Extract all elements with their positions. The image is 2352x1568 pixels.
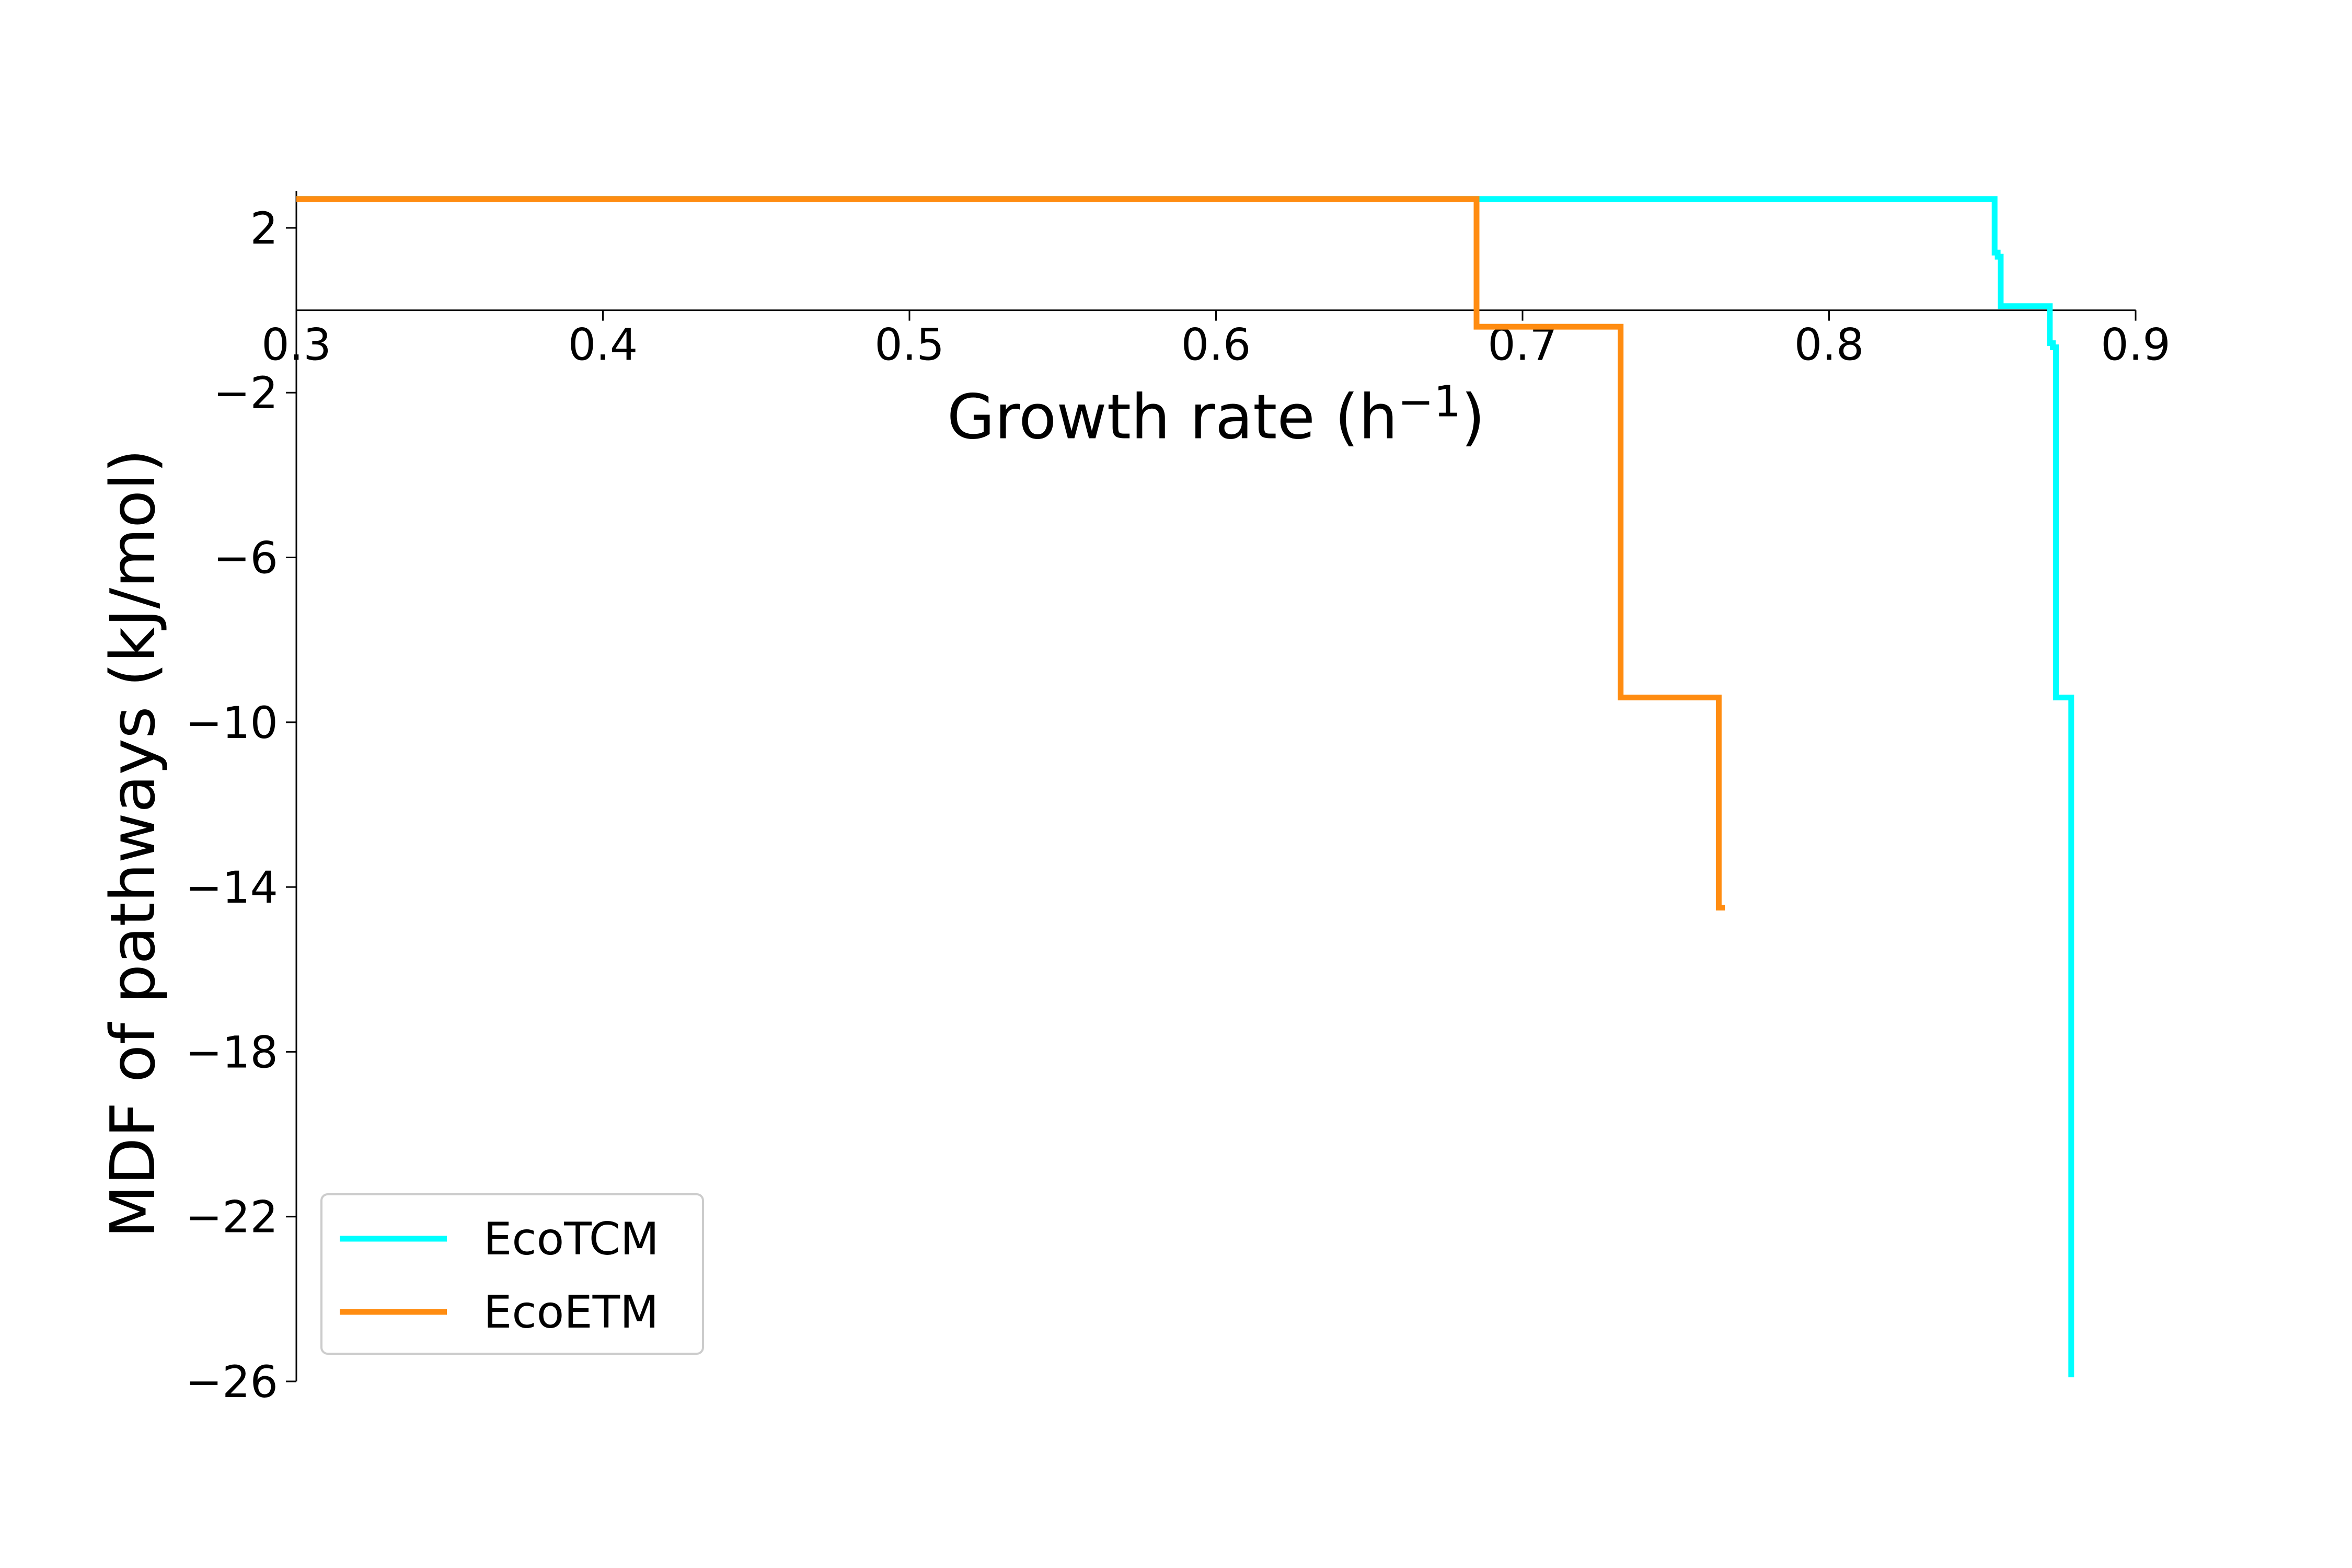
y-tick-label: −2 [213,367,278,419]
x-tick-label: 0.6 [1181,319,1251,371]
x-tick-label: 0.3 [261,319,331,371]
y-tick-label: 2 [250,203,278,254]
plot-area [296,196,2074,1378]
series-line-ecoetm [296,196,1725,910]
y-tick-label: −18 [186,1027,278,1078]
series-line-ecotcm [296,196,2074,1378]
y-axis-title: MDF of pathways (kJ/mol) [97,449,169,1238]
y-tick-label: −14 [186,862,278,913]
y-tick-label: −6 [213,533,278,584]
legend: EcoTCM EcoETM [320,1193,704,1355]
x-tick-label: 0.9 [2101,319,2171,371]
legend-label: EcoETM [483,1286,659,1339]
x-tick-label: 0.8 [1794,319,1864,371]
y-tick-label: −22 [186,1192,278,1243]
axes: 0.3 0.4 0.5 0.6 0.7 0.8 0.92−2−6−10−14−18−22−2… [186,191,2171,1408]
x-tick-label: 0.4 [568,319,638,371]
y-tick-label: −10 [186,697,278,748]
x-tick-label: 0.5 [874,319,944,371]
legend-label: EcoTCM [483,1213,659,1265]
y-tick-label: −26 [186,1356,278,1408]
x-axis-title: Growth rate (h−1) [947,377,1485,453]
